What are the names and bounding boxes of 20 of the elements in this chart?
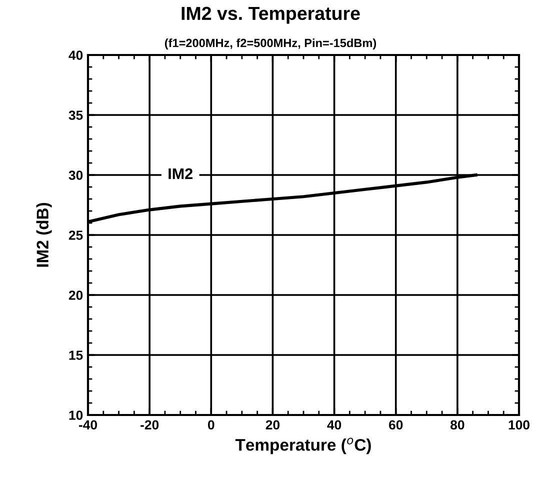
series-label: IM2 <box>168 168 192 179</box>
x-tick-label: 60 <box>389 420 403 430</box>
chart-title: IM2 vs. Temperature <box>182 6 360 24</box>
x-tick-label: 0 <box>208 420 214 430</box>
x-tick-label: 80 <box>450 420 464 430</box>
x-tick-label: 20 <box>266 420 280 430</box>
y-axis-title: IM2 (dB) <box>36 202 52 267</box>
y-tick-label: 10 <box>69 410 83 420</box>
y-tick-label: 25 <box>68 230 83 240</box>
x-tick-label: -40 <box>78 420 97 430</box>
x-axis-title: Temperature ($^{o}$C) <box>235 438 371 454</box>
y-tick-label: 35 <box>68 110 83 120</box>
y-tick-label: 30 <box>68 170 83 180</box>
x-tick-label: 40 <box>327 420 342 430</box>
x-tick-label: 100 <box>508 420 530 430</box>
y-tick-label: 15 <box>69 350 83 360</box>
chart-subtitle: (f1=200MHz, f2=500MHz, Pin=-15dBm) <box>164 38 376 50</box>
x-tick-label: -20 <box>140 420 159 430</box>
y-tick-label: 20 <box>68 290 83 300</box>
y-tick-label: 40 <box>68 50 83 60</box>
